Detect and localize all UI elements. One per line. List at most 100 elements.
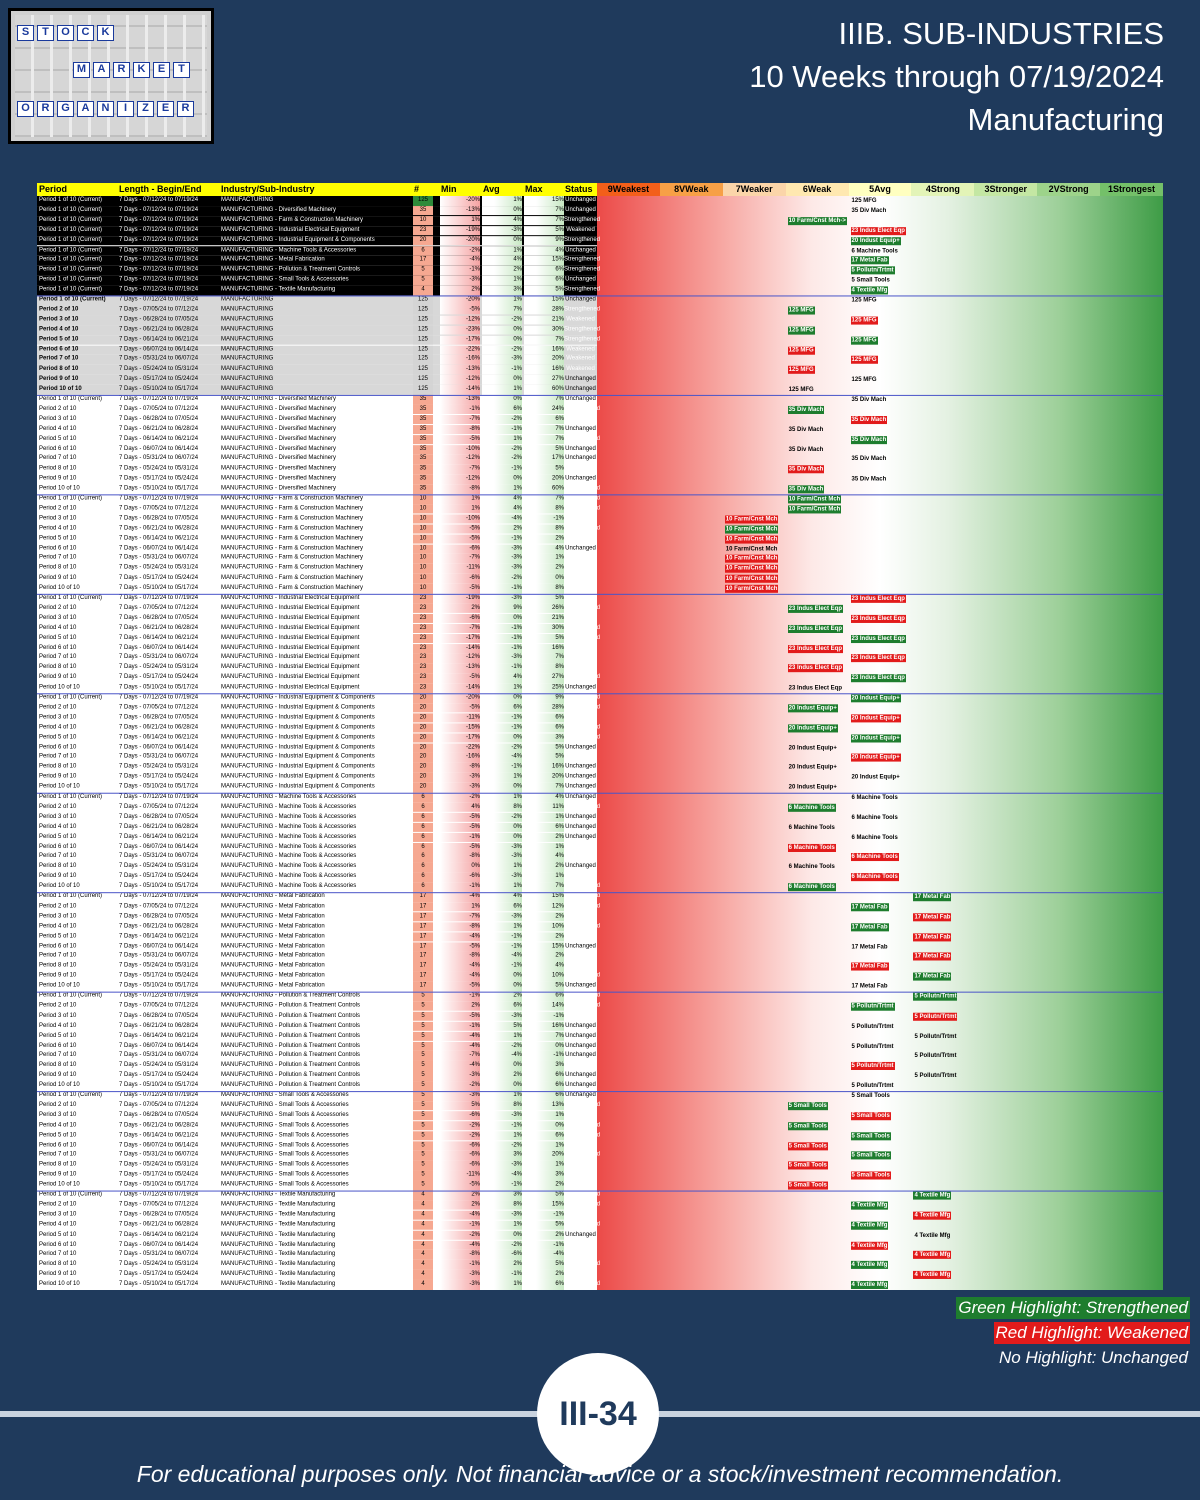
rank-badge: 23 Indus Elect Eqp xyxy=(850,594,906,603)
rank-badge: 125 MFG xyxy=(851,198,877,205)
row-period: Period 6 of 10 xyxy=(39,1042,77,1049)
row-count: 17 xyxy=(413,971,433,982)
row-min: -5% xyxy=(440,703,480,713)
row-count: 17 xyxy=(413,941,433,952)
row-industry: MANUFACTURING - Farm & Construction Mach… xyxy=(221,574,364,581)
row-max: 27% xyxy=(524,375,564,385)
rank-badge: 35 Div Mach xyxy=(851,207,887,214)
row-max: 2% xyxy=(524,912,564,922)
row-status r: Weakened xyxy=(566,594,595,601)
row-industry: MANUFACTURING - Textile Manufacturing xyxy=(221,1281,336,1288)
row-count: 6 xyxy=(413,852,433,862)
row-status n: Unchanged xyxy=(565,1042,596,1049)
rank-badge: 5 Pollutn/Trtmt xyxy=(914,1073,957,1080)
row-length: 7 Days - 06/21/24 to 06/28/24 xyxy=(119,425,199,432)
row-status r: Weakened xyxy=(566,614,595,621)
rank-badge: 23 Indus Elect Eqp xyxy=(850,674,906,683)
row-period: Period 9 of 10 xyxy=(39,376,79,383)
row-length: 7 Days - 06/28/24 to 07/05/24 xyxy=(119,714,199,721)
row-period: Period 10 of 10 xyxy=(39,783,80,790)
header-period: Period xyxy=(39,183,68,194)
row-count: 35 xyxy=(413,474,433,485)
row-period: Period 1 of 10 (Current) xyxy=(39,1191,103,1198)
rank-badge: 5 Pollutn/Trtmt xyxy=(913,1012,958,1021)
row-length: 7 Days - 05/17/24 to 05/24/24 xyxy=(119,1072,199,1079)
row-period: Period 10 of 10 xyxy=(39,883,80,890)
row-industry: MANUFACTURING - Metal Fabrication xyxy=(221,982,325,989)
row-length: 7 Days - 05/31/24 to 06/07/24 xyxy=(119,853,199,860)
row-avg: 6% xyxy=(482,902,522,912)
rank-badge: 23 Indus Elect Eqp xyxy=(788,685,843,692)
row-max: 2% xyxy=(524,832,564,843)
row-industry: MANUFACTURING - Farm & Construction Mach… xyxy=(221,495,364,502)
row-avg: -4% xyxy=(482,514,522,524)
rank-badge: 35 Div Mach xyxy=(851,396,887,403)
row-period: Period 8 of 10 xyxy=(39,1161,77,1168)
row-length: 7 Days - 07/05/24 to 07/12/24 xyxy=(119,604,199,611)
logo-letter: O xyxy=(17,101,34,117)
row-industry: MANUFACTURING - Industrial Electrical Eq… xyxy=(221,644,360,651)
row-max: 20% xyxy=(524,474,564,485)
row-avg: 0% xyxy=(482,782,522,793)
row-industry: MANUFACTURING xyxy=(221,306,274,313)
row-avg: -6% xyxy=(482,1250,522,1260)
rank-badge: 35 Div Mach xyxy=(788,426,824,433)
row-industry: MANUFACTURING - Pollution & Treatment Co… xyxy=(221,1082,361,1089)
row-length: 7 Days - 06/14/24 to 06/21/24 xyxy=(119,932,199,939)
row-industry: MANUFACTURING - Industrial Electrical Eq… xyxy=(221,684,360,691)
rank-badge: 5 Small Tools xyxy=(850,1151,891,1160)
row-avg: 1% xyxy=(482,484,522,494)
row-industry: MANUFACTURING - Machine Tools & Accessor… xyxy=(221,823,357,830)
row-min: -5% xyxy=(440,434,480,445)
row-industry: MANUFACTURING - Metal Fabrication xyxy=(221,903,325,910)
rank-badge: 5 Pollutn/Trtmt xyxy=(851,1043,894,1050)
header-rank-1: 9Weakest xyxy=(597,183,660,196)
row-count: 125 xyxy=(413,365,433,375)
row-count: 10 xyxy=(413,583,433,594)
row-industry: MANUFACTURING - Small Tools & Accessorie… xyxy=(221,276,349,283)
row-status r: Weakened xyxy=(566,962,595,969)
row-status n: Unchanged xyxy=(565,385,596,392)
row-industry: MANUFACTURING - Small Tools & Accessorie… xyxy=(221,1111,349,1119)
row-max: 16% xyxy=(524,345,564,355)
rank-badge: 5 Small Tools xyxy=(787,1161,828,1170)
row-max: 16% xyxy=(524,762,564,773)
row-count: 20 xyxy=(413,723,433,733)
row-max: 20% xyxy=(524,772,564,783)
row-status r: Weakened xyxy=(566,346,595,353)
row-status r: Weakened xyxy=(566,226,595,233)
row-count: 10 xyxy=(413,544,433,554)
row-count: 6 xyxy=(413,882,433,892)
row-status r: Weakened xyxy=(566,1211,595,1218)
row-period: Period 9 of 10 xyxy=(39,972,77,979)
row-period: Period 2 of 10 xyxy=(39,405,77,412)
row-length: 7 Days - 06/14/24 to 06/21/24 xyxy=(119,1032,199,1039)
page-number: III-34 xyxy=(537,1353,659,1475)
row-max: 27% xyxy=(524,673,564,683)
header-rank-5: 5Avg xyxy=(848,183,912,196)
row-industry: MANUFACTURING - Industrial Electrical Eq… xyxy=(221,664,360,671)
row-min: -5% xyxy=(440,534,480,544)
row-avg: -1% xyxy=(482,464,522,475)
row-avg: -1% xyxy=(482,424,522,435)
row-period: Period 8 of 10 xyxy=(39,366,79,373)
row-industry: MANUFACTURING - Metal Fabrication xyxy=(221,932,325,939)
row-industry: MANUFACTURING - Pollution & Treatment Co… xyxy=(221,992,361,999)
table-row xyxy=(37,295,597,306)
row-avg: 4% xyxy=(482,215,522,226)
row-min: -4% xyxy=(440,961,480,972)
group-divider xyxy=(37,295,1163,297)
group-divider xyxy=(37,991,1163,993)
row-status n: Unchanged xyxy=(565,1092,596,1099)
row-avg: 8% xyxy=(482,1200,522,1211)
row-status n: Unchanged xyxy=(565,276,596,283)
row-length: 7 Days - 05/17/24 to 05/24/24 xyxy=(119,1271,199,1278)
row-length: 7 Days - 06/21/24 to 06/28/24 xyxy=(119,1121,199,1128)
row-count: 35 xyxy=(413,454,433,465)
rank-badge: 5 Small Tools xyxy=(787,1181,828,1190)
row-max: 4% xyxy=(524,544,564,554)
row-count: 35 xyxy=(413,444,433,455)
row-length: 7 Days - 07/12/24 to 07/19/24 xyxy=(119,893,199,900)
row-min: -7% xyxy=(440,623,480,634)
rank-badge: 125 MFG xyxy=(787,326,815,335)
